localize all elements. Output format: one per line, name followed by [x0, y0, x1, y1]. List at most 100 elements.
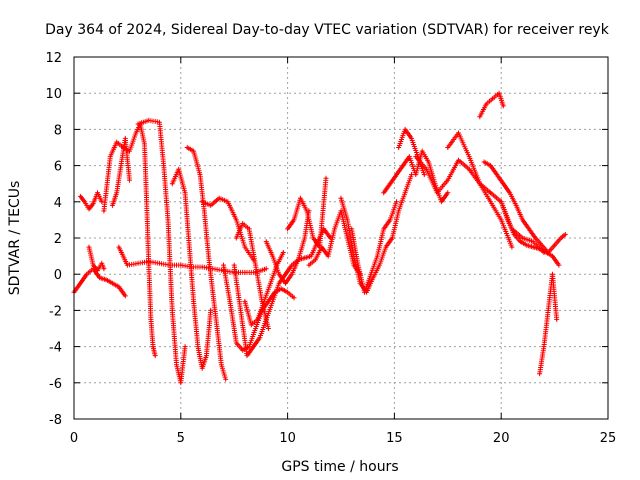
x-tick-label: 10 — [279, 431, 296, 446]
data-point — [149, 318, 152, 321]
data-point — [538, 247, 541, 250]
data-point — [478, 115, 481, 118]
data-point — [166, 218, 169, 221]
data-point — [87, 208, 90, 211]
data-point — [147, 260, 150, 263]
series-arc-6 — [116, 244, 269, 275]
data-point — [401, 164, 404, 167]
data-point — [271, 300, 274, 303]
data-point — [184, 345, 187, 348]
data-point — [98, 265, 101, 268]
data-point — [557, 264, 560, 267]
y-tick-label: 0 — [54, 268, 62, 283]
data-point — [527, 227, 530, 230]
data-point — [220, 363, 223, 366]
data-point — [346, 237, 349, 239]
data-point — [284, 282, 287, 285]
data-point — [286, 227, 289, 230]
data-point — [126, 264, 129, 267]
data-point — [186, 146, 189, 149]
y-tick-label: 4 — [54, 196, 62, 211]
data-point — [414, 155, 417, 158]
data-point — [502, 104, 505, 107]
data-point — [79, 282, 82, 285]
data-point — [299, 197, 302, 200]
series-markers — [477, 90, 506, 120]
data-point — [177, 168, 180, 171]
data-point — [500, 218, 503, 221]
data-point — [218, 197, 221, 200]
data-point — [551, 273, 554, 276]
data-point — [382, 191, 385, 194]
data-point — [265, 240, 268, 243]
data-point — [307, 264, 310, 267]
data-point — [179, 381, 182, 384]
data-point — [369, 273, 372, 276]
data-point — [468, 155, 471, 158]
series-arc-15 — [263, 208, 312, 286]
data-point — [128, 150, 131, 153]
data-point — [175, 363, 178, 366]
data-point — [457, 159, 460, 162]
data-point — [457, 132, 460, 135]
data-point — [246, 354, 249, 357]
data-point — [314, 258, 317, 261]
data-point — [489, 164, 492, 167]
data-point — [303, 256, 306, 259]
data-point — [184, 191, 187, 194]
data-point — [404, 191, 407, 194]
data-series — [71, 90, 568, 386]
data-point — [384, 246, 387, 249]
data-point — [278, 273, 281, 276]
data-point — [192, 150, 195, 153]
data-point — [137, 262, 140, 265]
data-point — [147, 264, 150, 267]
data-point — [376, 255, 379, 258]
series-arc-16 — [285, 175, 329, 250]
data-point — [408, 155, 411, 158]
data-point — [145, 200, 148, 203]
data-point — [491, 97, 494, 100]
data-point — [124, 137, 127, 140]
data-point — [485, 103, 488, 106]
data-point — [196, 345, 199, 348]
data-point — [483, 160, 486, 163]
data-point — [423, 173, 426, 176]
data-point — [320, 246, 323, 249]
data-point — [205, 354, 208, 357]
data-point — [489, 200, 492, 203]
data-point — [233, 264, 236, 267]
data-point — [271, 255, 274, 258]
data-point — [278, 282, 281, 285]
data-point — [209, 309, 212, 312]
data-point — [100, 262, 103, 265]
data-point — [222, 264, 225, 267]
data-point — [267, 327, 270, 330]
data-point — [258, 336, 261, 339]
data-point — [248, 227, 251, 230]
data-point — [235, 237, 238, 239]
data-point — [500, 200, 503, 203]
data-point — [134, 132, 137, 135]
data-point — [98, 276, 101, 279]
series-arc-24 — [477, 90, 506, 120]
data-point — [521, 237, 524, 239]
data-point — [158, 262, 161, 265]
data-point — [305, 209, 308, 212]
series-arc-1 — [71, 266, 128, 299]
data-point — [286, 291, 289, 294]
data-point — [102, 267, 105, 270]
data-point — [513, 233, 516, 236]
y-tick-label: 6 — [54, 160, 62, 175]
data-point — [293, 218, 296, 221]
data-point — [436, 191, 439, 194]
data-point — [79, 195, 82, 198]
series-markers — [71, 266, 128, 299]
series-markers — [445, 130, 515, 250]
data-point — [542, 345, 545, 348]
data-point — [111, 282, 114, 285]
series-arc-23 — [445, 130, 515, 250]
data-point — [421, 150, 424, 153]
data-point — [395, 173, 398, 176]
data-point — [254, 264, 257, 267]
